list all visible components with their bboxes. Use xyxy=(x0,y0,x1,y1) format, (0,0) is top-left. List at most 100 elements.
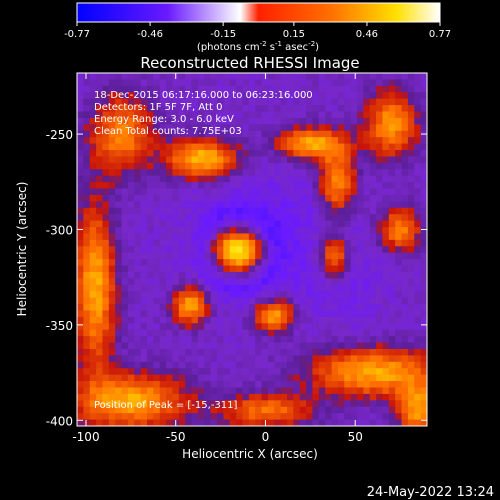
heatmap-cell xyxy=(223,214,231,222)
heatmap-cell xyxy=(280,342,288,350)
heatmap-cell xyxy=(325,105,333,113)
heatmap-cell xyxy=(312,329,320,337)
heatmap-cell xyxy=(204,162,212,170)
heatmap-cell xyxy=(267,227,275,234)
heatmap-cell xyxy=(369,169,377,177)
heatmap-cell xyxy=(102,105,110,113)
heatmap-cell xyxy=(204,227,212,234)
heatmap-cell xyxy=(363,413,371,421)
heatmap-cell xyxy=(242,355,250,363)
heatmap-cell xyxy=(242,98,250,106)
heatmap-cell xyxy=(267,400,275,408)
heatmap-cell xyxy=(414,130,422,138)
heatmap-cell xyxy=(96,233,103,241)
heatmap-cell xyxy=(306,201,313,209)
heatmap-cell xyxy=(236,387,243,395)
heatmap-cell xyxy=(401,143,409,151)
heatmap-cell xyxy=(204,246,212,254)
heatmap-cell xyxy=(280,79,288,87)
heatmap-cell xyxy=(172,278,180,286)
heatmap-cell xyxy=(242,162,250,170)
heatmap-cell xyxy=(115,156,123,164)
heatmap-cell xyxy=(204,117,212,125)
heatmap-cell xyxy=(369,246,377,254)
heatmap-cell xyxy=(147,143,154,151)
heatmap-cell xyxy=(344,130,352,138)
heatmap-cell xyxy=(376,252,383,260)
heatmap-cell xyxy=(312,220,320,228)
colorbar-units: (photons cm-2 s-1 asec-2) xyxy=(197,40,319,53)
heatmap-cell xyxy=(312,259,320,267)
heatmap-cell xyxy=(420,400,428,408)
heatmap-cell xyxy=(159,374,167,382)
heatmap-cell xyxy=(242,336,250,344)
heatmap-cell xyxy=(363,143,371,151)
heatmap-cell xyxy=(325,98,333,106)
heatmap-cell xyxy=(115,316,123,324)
heatmap-cell xyxy=(306,413,313,421)
heatmap-cell xyxy=(102,117,110,125)
heatmap-cell xyxy=(287,374,294,382)
heatmap-cell xyxy=(223,374,231,382)
heatmap-cell xyxy=(140,130,148,138)
heatmap-cell xyxy=(280,162,288,170)
heatmap-cell xyxy=(299,85,307,93)
heatmap-cell xyxy=(293,336,301,344)
heatmap-cell xyxy=(83,111,91,119)
heatmap-cell xyxy=(127,188,135,196)
heatmap-cell xyxy=(159,111,167,119)
heatmap-cell xyxy=(223,105,231,113)
heatmap-cell xyxy=(102,124,110,132)
heatmap-cell xyxy=(414,137,422,145)
heatmap-cell xyxy=(325,214,333,222)
heatmap-cell xyxy=(280,387,288,395)
heatmap-cell xyxy=(108,73,116,80)
heatmap-cell xyxy=(134,284,142,292)
heatmap-cell xyxy=(77,169,84,177)
heatmap-cell xyxy=(274,220,282,228)
heatmap-cell xyxy=(376,304,383,311)
heatmap-cell xyxy=(223,188,231,196)
heatmap-cell xyxy=(337,297,345,305)
heatmap-cell xyxy=(96,117,103,125)
heatmap-cell xyxy=(236,291,243,299)
heatmap-cell xyxy=(83,323,91,331)
heatmap-cell xyxy=(83,79,91,87)
heatmap-cell xyxy=(337,271,345,279)
heatmap-cell xyxy=(395,406,403,414)
heatmap-cell xyxy=(293,188,301,196)
heatmap-cell xyxy=(312,156,320,164)
heatmap-cell xyxy=(223,265,231,273)
heatmap-cell xyxy=(287,304,294,311)
heatmap-cell xyxy=(331,336,339,344)
heatmap-cell xyxy=(140,73,148,80)
heatmap-cell xyxy=(191,207,199,215)
heatmap-cell xyxy=(344,336,352,344)
heatmap-cell xyxy=(108,259,116,267)
heatmap-cell xyxy=(414,265,422,273)
heatmap-cell xyxy=(248,406,256,414)
heatmap-cell xyxy=(127,342,135,350)
heatmap-cell xyxy=(363,419,371,427)
heatmap-cell xyxy=(108,361,116,369)
heatmap-cell xyxy=(223,252,231,260)
heatmap-cell xyxy=(357,355,364,363)
heatmap-cell xyxy=(204,361,212,369)
heatmap-cell xyxy=(407,297,415,305)
heatmap-cell xyxy=(407,278,415,286)
heatmap-cell xyxy=(178,406,186,414)
heatmap-cell xyxy=(382,182,390,190)
heatmap-cell xyxy=(407,137,415,145)
heatmap-cell xyxy=(127,329,135,337)
heatmap-cell xyxy=(242,252,250,260)
heatmap-cell xyxy=(229,85,237,93)
heatmap-cell xyxy=(185,214,193,222)
heatmap-cell xyxy=(153,265,161,273)
heatmap-cell xyxy=(267,355,275,363)
heatmap-cell xyxy=(420,252,428,260)
heatmap-cell xyxy=(185,387,193,395)
heatmap-cell xyxy=(248,73,256,80)
heatmap-cell xyxy=(242,105,250,113)
heatmap-cell xyxy=(414,355,422,363)
heatmap-cell xyxy=(414,419,422,427)
